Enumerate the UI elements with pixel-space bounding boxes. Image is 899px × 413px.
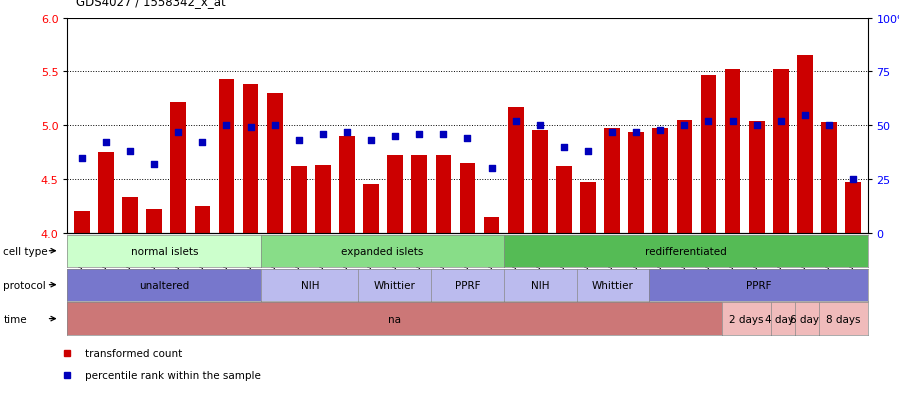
Text: PPRF: PPRF — [745, 280, 771, 290]
Bar — [435, 156, 451, 233]
Text: 6 days: 6 days — [789, 314, 824, 324]
Bar — [628, 133, 644, 233]
Text: redifferentiated: redifferentiated — [645, 246, 726, 256]
Point — [605, 129, 619, 136]
Point — [485, 166, 499, 172]
Point — [653, 127, 667, 133]
Bar — [267, 94, 282, 233]
Bar — [243, 85, 258, 233]
Text: NIH: NIH — [531, 280, 549, 290]
Bar — [459, 164, 476, 233]
Point — [147, 161, 162, 168]
Bar — [122, 198, 138, 233]
Bar — [677, 121, 692, 233]
Bar — [604, 129, 620, 233]
Text: Whittier: Whittier — [374, 280, 415, 290]
Text: unaltered: unaltered — [139, 280, 190, 290]
Bar — [387, 156, 403, 233]
Text: na: na — [388, 314, 401, 324]
Text: 2 days: 2 days — [729, 314, 763, 324]
Bar — [484, 217, 500, 233]
Point — [556, 144, 571, 151]
Point — [364, 138, 378, 144]
Point — [316, 131, 330, 138]
Bar — [845, 183, 861, 233]
Point — [99, 140, 113, 147]
Bar — [147, 210, 162, 233]
Point — [171, 129, 185, 136]
Point — [268, 123, 282, 129]
Bar — [363, 185, 378, 233]
Bar — [532, 130, 547, 233]
Text: GDS4027 / 1558342_x_at: GDS4027 / 1558342_x_at — [76, 0, 227, 8]
Point — [677, 123, 691, 129]
Bar — [194, 206, 210, 233]
Bar — [98, 153, 114, 233]
Point — [195, 140, 209, 147]
Text: percentile rank within the sample: percentile rank within the sample — [85, 370, 262, 380]
Point — [773, 119, 788, 125]
Text: protocol: protocol — [4, 280, 46, 290]
Bar — [725, 70, 741, 233]
Point — [291, 138, 306, 144]
Text: normal islets: normal islets — [130, 246, 198, 256]
Bar — [291, 167, 307, 233]
Bar — [74, 212, 90, 233]
Point — [581, 148, 595, 155]
Point — [532, 123, 547, 129]
Bar — [556, 167, 572, 233]
Point — [629, 129, 644, 136]
Text: NIH: NIH — [300, 280, 319, 290]
Bar — [171, 102, 186, 233]
Text: cell type: cell type — [4, 246, 48, 256]
Point — [509, 119, 523, 125]
Point — [797, 112, 812, 119]
Point — [219, 123, 234, 129]
Point — [412, 131, 426, 138]
Point — [460, 135, 475, 142]
Text: time: time — [4, 314, 27, 324]
Bar — [508, 108, 523, 233]
Point — [388, 133, 403, 140]
Text: PPRF: PPRF — [455, 280, 480, 290]
Point — [340, 129, 354, 136]
Bar — [339, 137, 355, 233]
Bar — [580, 183, 596, 233]
Bar — [653, 129, 668, 233]
Point — [75, 155, 89, 161]
Point — [436, 131, 450, 138]
Bar — [412, 156, 427, 233]
Bar — [821, 123, 837, 233]
Bar — [315, 166, 331, 233]
Text: expanded islets: expanded islets — [342, 246, 423, 256]
Point — [725, 119, 740, 125]
Bar — [797, 56, 813, 233]
Point — [750, 123, 764, 129]
Point — [123, 148, 138, 155]
Bar — [700, 76, 717, 233]
Point — [244, 125, 258, 131]
Text: Whittier: Whittier — [592, 280, 634, 290]
Text: 8 days: 8 days — [826, 314, 860, 324]
Bar — [773, 70, 788, 233]
Point — [701, 119, 716, 125]
Text: transformed count: transformed count — [85, 348, 182, 358]
Bar — [218, 80, 235, 233]
Point — [822, 123, 836, 129]
Bar — [749, 122, 764, 233]
Text: 4 days: 4 days — [765, 314, 800, 324]
Point — [846, 176, 860, 183]
